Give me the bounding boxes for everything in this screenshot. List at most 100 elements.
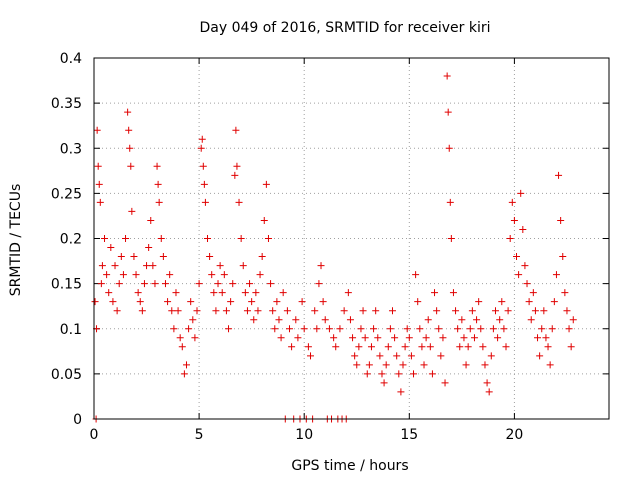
data-point bbox=[456, 343, 464, 351]
data-point bbox=[500, 325, 508, 333]
data-point bbox=[540, 307, 548, 315]
x-tick-label: 0 bbox=[90, 427, 99, 443]
data-point bbox=[485, 388, 493, 396]
data-point bbox=[449, 289, 457, 297]
data-point bbox=[277, 334, 285, 342]
data-point bbox=[346, 316, 354, 324]
data-point bbox=[210, 289, 218, 297]
data-point bbox=[498, 298, 506, 306]
data-point bbox=[437, 352, 445, 360]
data-point bbox=[401, 343, 409, 351]
data-point bbox=[264, 235, 272, 242]
y-tick-label: 0.1 bbox=[60, 322, 82, 338]
data-point bbox=[208, 271, 216, 279]
data-point bbox=[267, 280, 275, 288]
data-point bbox=[279, 289, 287, 297]
data-point bbox=[444, 108, 452, 116]
data-point bbox=[227, 298, 235, 306]
data-point bbox=[174, 307, 182, 315]
data-point bbox=[527, 316, 535, 324]
data-point bbox=[410, 370, 418, 378]
data-point bbox=[412, 271, 420, 279]
data-point bbox=[98, 262, 106, 270]
data-point bbox=[113, 307, 121, 315]
data-point bbox=[157, 235, 165, 242]
data-point bbox=[128, 207, 136, 215]
data-point bbox=[502, 343, 510, 351]
chart-title: Day 049 of 2016, SRMTID for receiver kir… bbox=[199, 20, 490, 36]
data-point bbox=[285, 325, 293, 333]
data-point bbox=[361, 334, 369, 342]
data-point bbox=[93, 126, 101, 134]
data-point bbox=[168, 307, 176, 315]
data-point bbox=[103, 271, 111, 279]
data-point bbox=[298, 298, 306, 306]
data-point bbox=[195, 280, 203, 288]
data-point bbox=[458, 316, 466, 324]
data-point bbox=[552, 271, 560, 279]
data-point bbox=[288, 343, 296, 351]
data-point bbox=[510, 216, 518, 224]
data-point bbox=[109, 298, 117, 306]
data-point bbox=[237, 235, 245, 242]
data-point bbox=[332, 343, 340, 351]
data-point bbox=[380, 379, 388, 387]
data-point bbox=[143, 262, 151, 270]
data-point bbox=[405, 334, 413, 342]
data-point bbox=[197, 144, 205, 152]
data-point bbox=[426, 343, 434, 351]
data-point bbox=[487, 352, 495, 360]
data-point bbox=[384, 343, 392, 351]
data-point bbox=[271, 325, 279, 333]
data-point bbox=[515, 271, 523, 279]
data-point bbox=[91, 298, 99, 306]
data-point bbox=[201, 198, 209, 206]
data-point bbox=[546, 361, 554, 369]
data-point bbox=[294, 334, 302, 342]
data-point bbox=[199, 162, 207, 170]
data-point bbox=[159, 253, 167, 261]
data-point bbox=[111, 262, 119, 270]
data-point bbox=[229, 280, 237, 288]
data-point bbox=[241, 289, 249, 297]
data-point bbox=[172, 289, 180, 297]
data-point bbox=[193, 307, 201, 315]
data-point bbox=[198, 135, 206, 143]
data-point bbox=[153, 162, 161, 170]
data-point bbox=[149, 262, 157, 270]
data-point bbox=[101, 235, 109, 242]
data-point bbox=[212, 307, 220, 315]
y-axis-label: SRMTID / TECUs bbox=[8, 184, 24, 297]
data-point bbox=[315, 280, 323, 288]
data-point bbox=[355, 343, 363, 351]
data-point bbox=[567, 343, 575, 351]
data-point bbox=[538, 325, 546, 333]
data-point bbox=[475, 298, 483, 306]
data-point bbox=[525, 298, 533, 306]
data-point bbox=[433, 307, 441, 315]
data-point bbox=[275, 316, 283, 324]
y-tick-label: 0.3 bbox=[60, 141, 82, 157]
data-point bbox=[260, 216, 268, 224]
data-point bbox=[462, 361, 470, 369]
data-point bbox=[374, 334, 382, 342]
data-point bbox=[407, 352, 415, 360]
data-point bbox=[214, 280, 222, 288]
data-point bbox=[254, 307, 262, 315]
y-tick-labels: 0 0.05 0.1 0.15 0.2 0.25 0.3 0.35 0.4 bbox=[51, 51, 82, 428]
data-point bbox=[479, 343, 487, 351]
data-point bbox=[441, 379, 449, 387]
y-tick-label: 0.15 bbox=[51, 277, 82, 293]
data-points bbox=[91, 72, 577, 423]
x-tick-labels: 0 5 10 15 20 bbox=[90, 427, 524, 443]
data-point bbox=[460, 334, 468, 342]
x-tick-label: 20 bbox=[505, 427, 523, 443]
data-point bbox=[481, 361, 489, 369]
data-point bbox=[414, 298, 422, 306]
data-point bbox=[317, 262, 325, 270]
x-tick-label: 5 bbox=[195, 427, 204, 443]
data-point bbox=[204, 235, 212, 242]
data-point bbox=[452, 307, 460, 315]
data-point bbox=[422, 334, 430, 342]
